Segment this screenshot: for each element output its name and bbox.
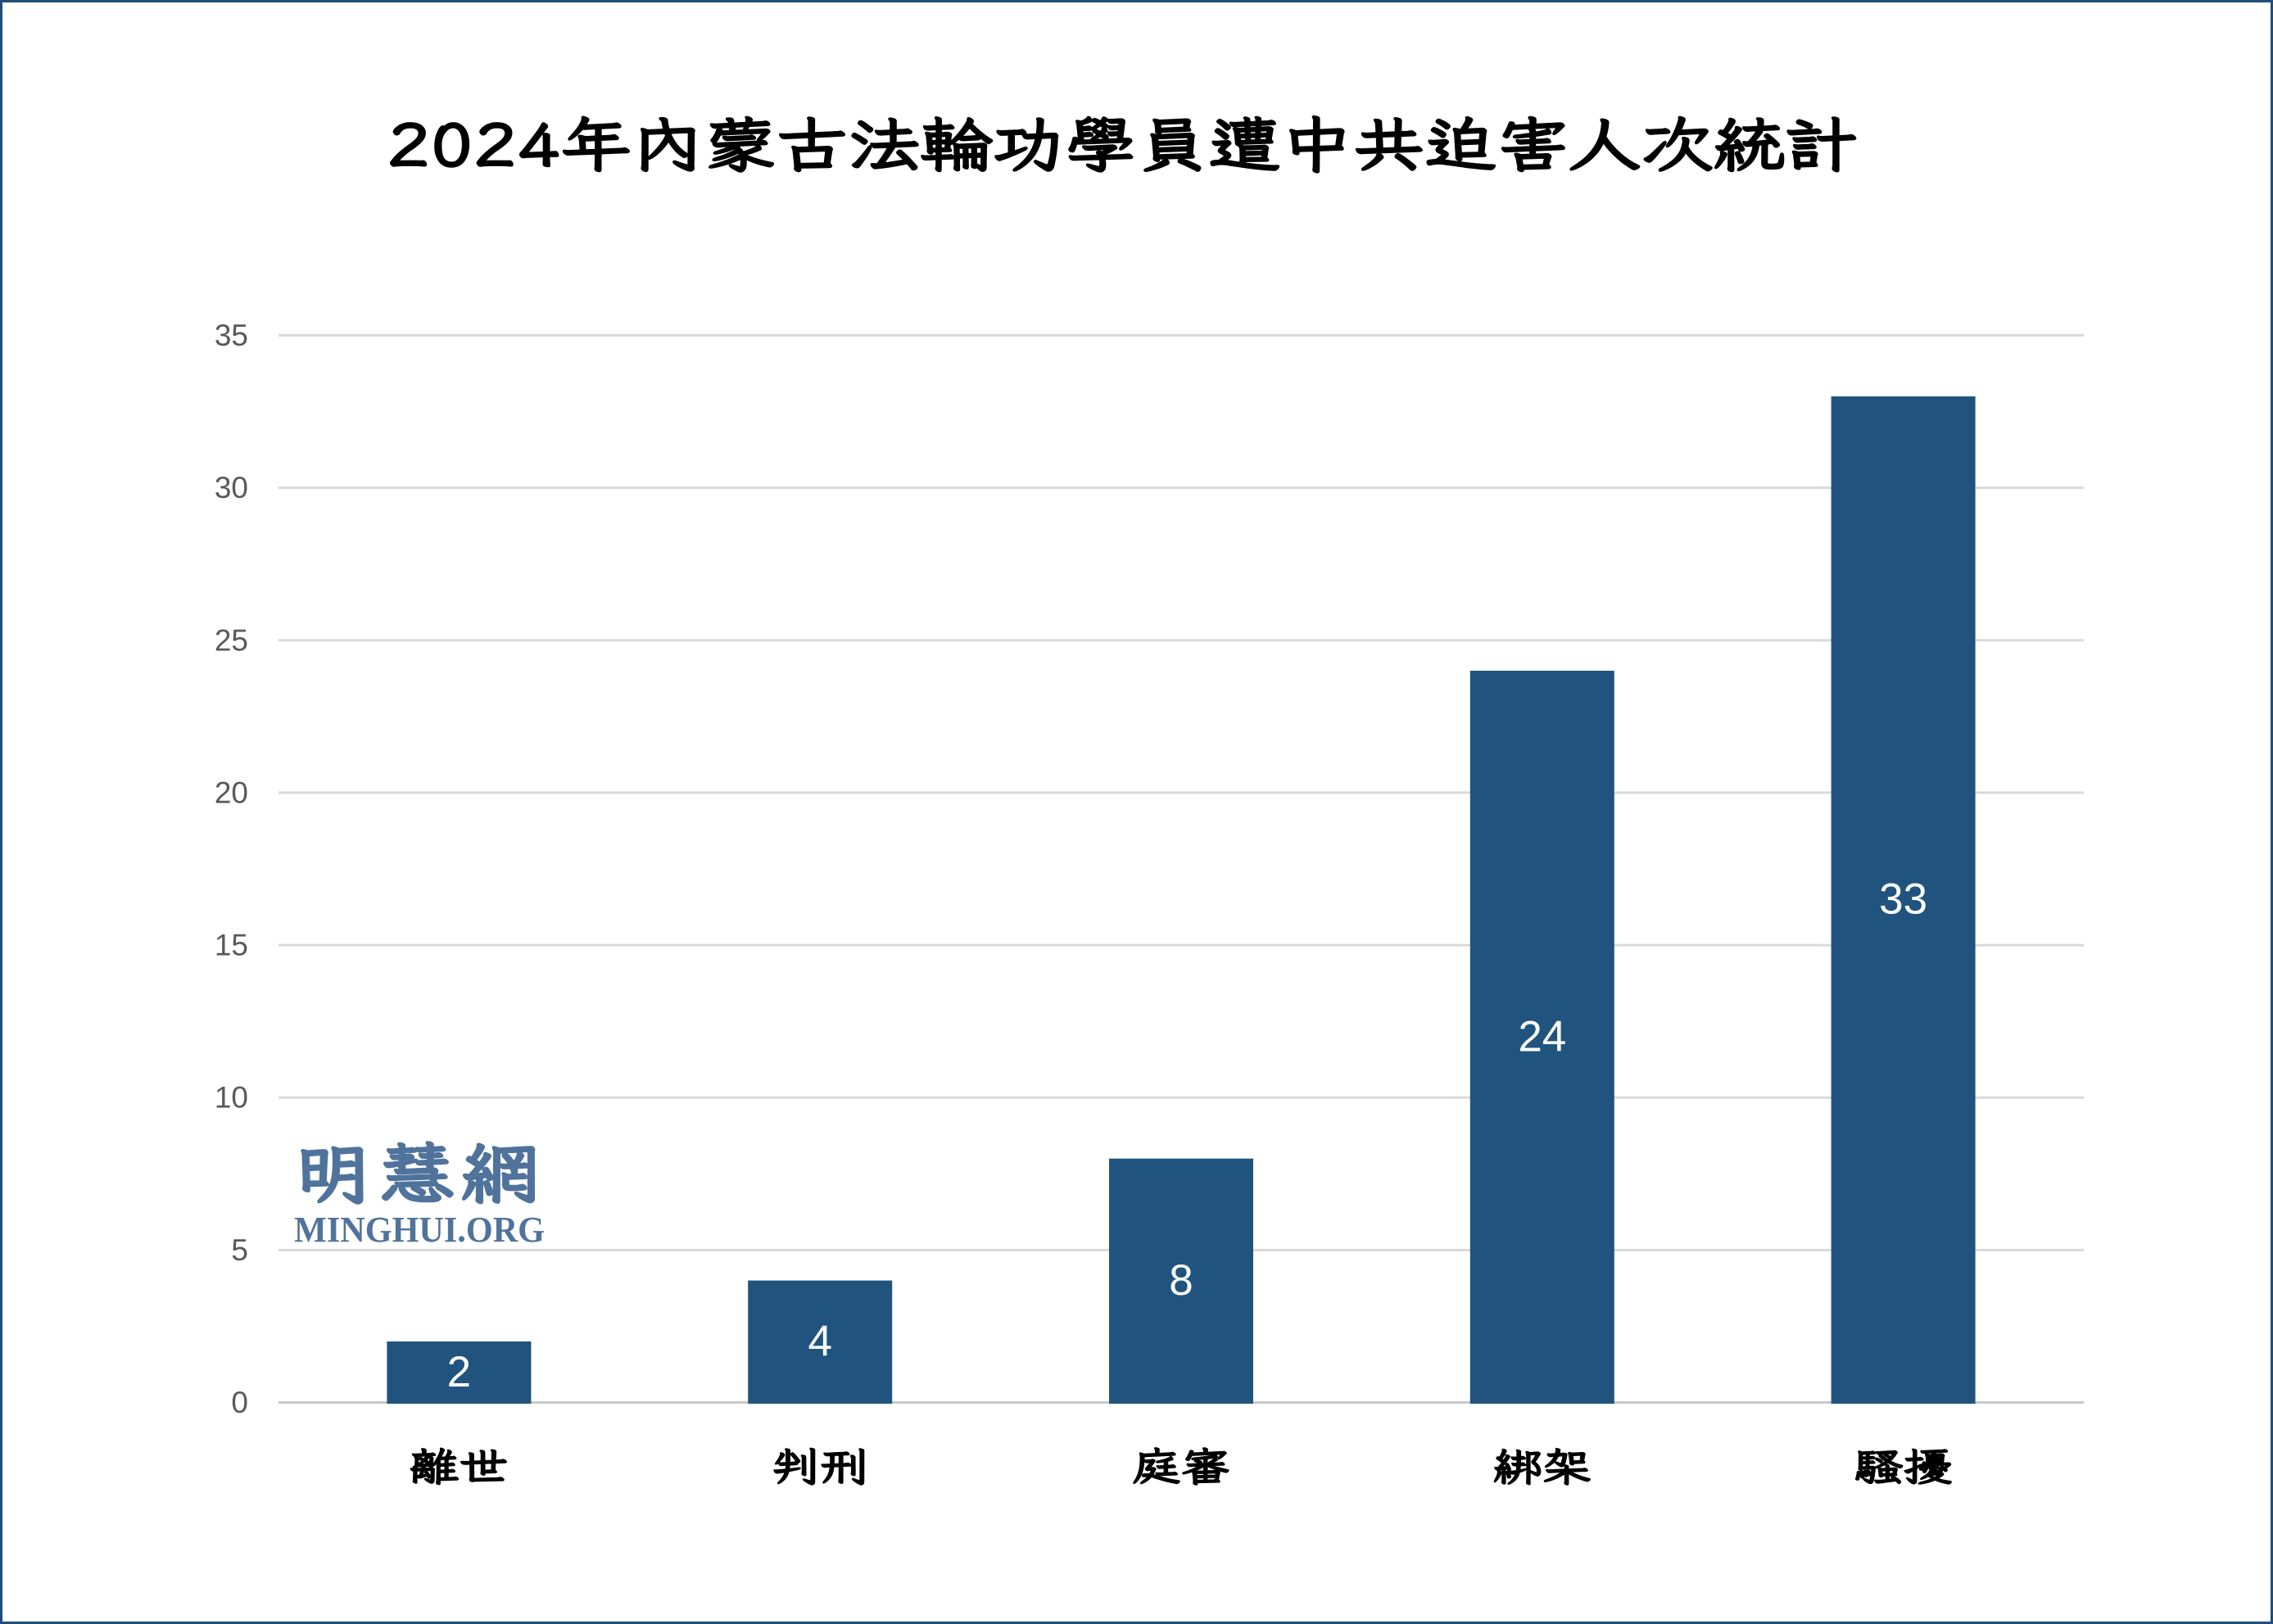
svg-text:0: 0 [231,1386,248,1419]
svg-text:MINGHUI.ORG: MINGHUI.ORG [294,1210,545,1250]
svg-text:35: 35 [215,319,248,352]
svg-text:33: 33 [1879,875,1927,924]
svg-text:8: 8 [1169,1256,1193,1305]
svg-text:4: 4 [808,1318,831,1366]
svg-text:20: 20 [215,776,248,809]
svg-text:5: 5 [231,1233,248,1267]
svg-text:25: 25 [215,623,248,657]
svg-text:30: 30 [215,471,248,504]
svg-text:24: 24 [1518,1012,1566,1061]
svg-text:2: 2 [447,1348,471,1396]
svg-text:10: 10 [215,1081,248,1115]
svg-text:15: 15 [215,929,248,962]
